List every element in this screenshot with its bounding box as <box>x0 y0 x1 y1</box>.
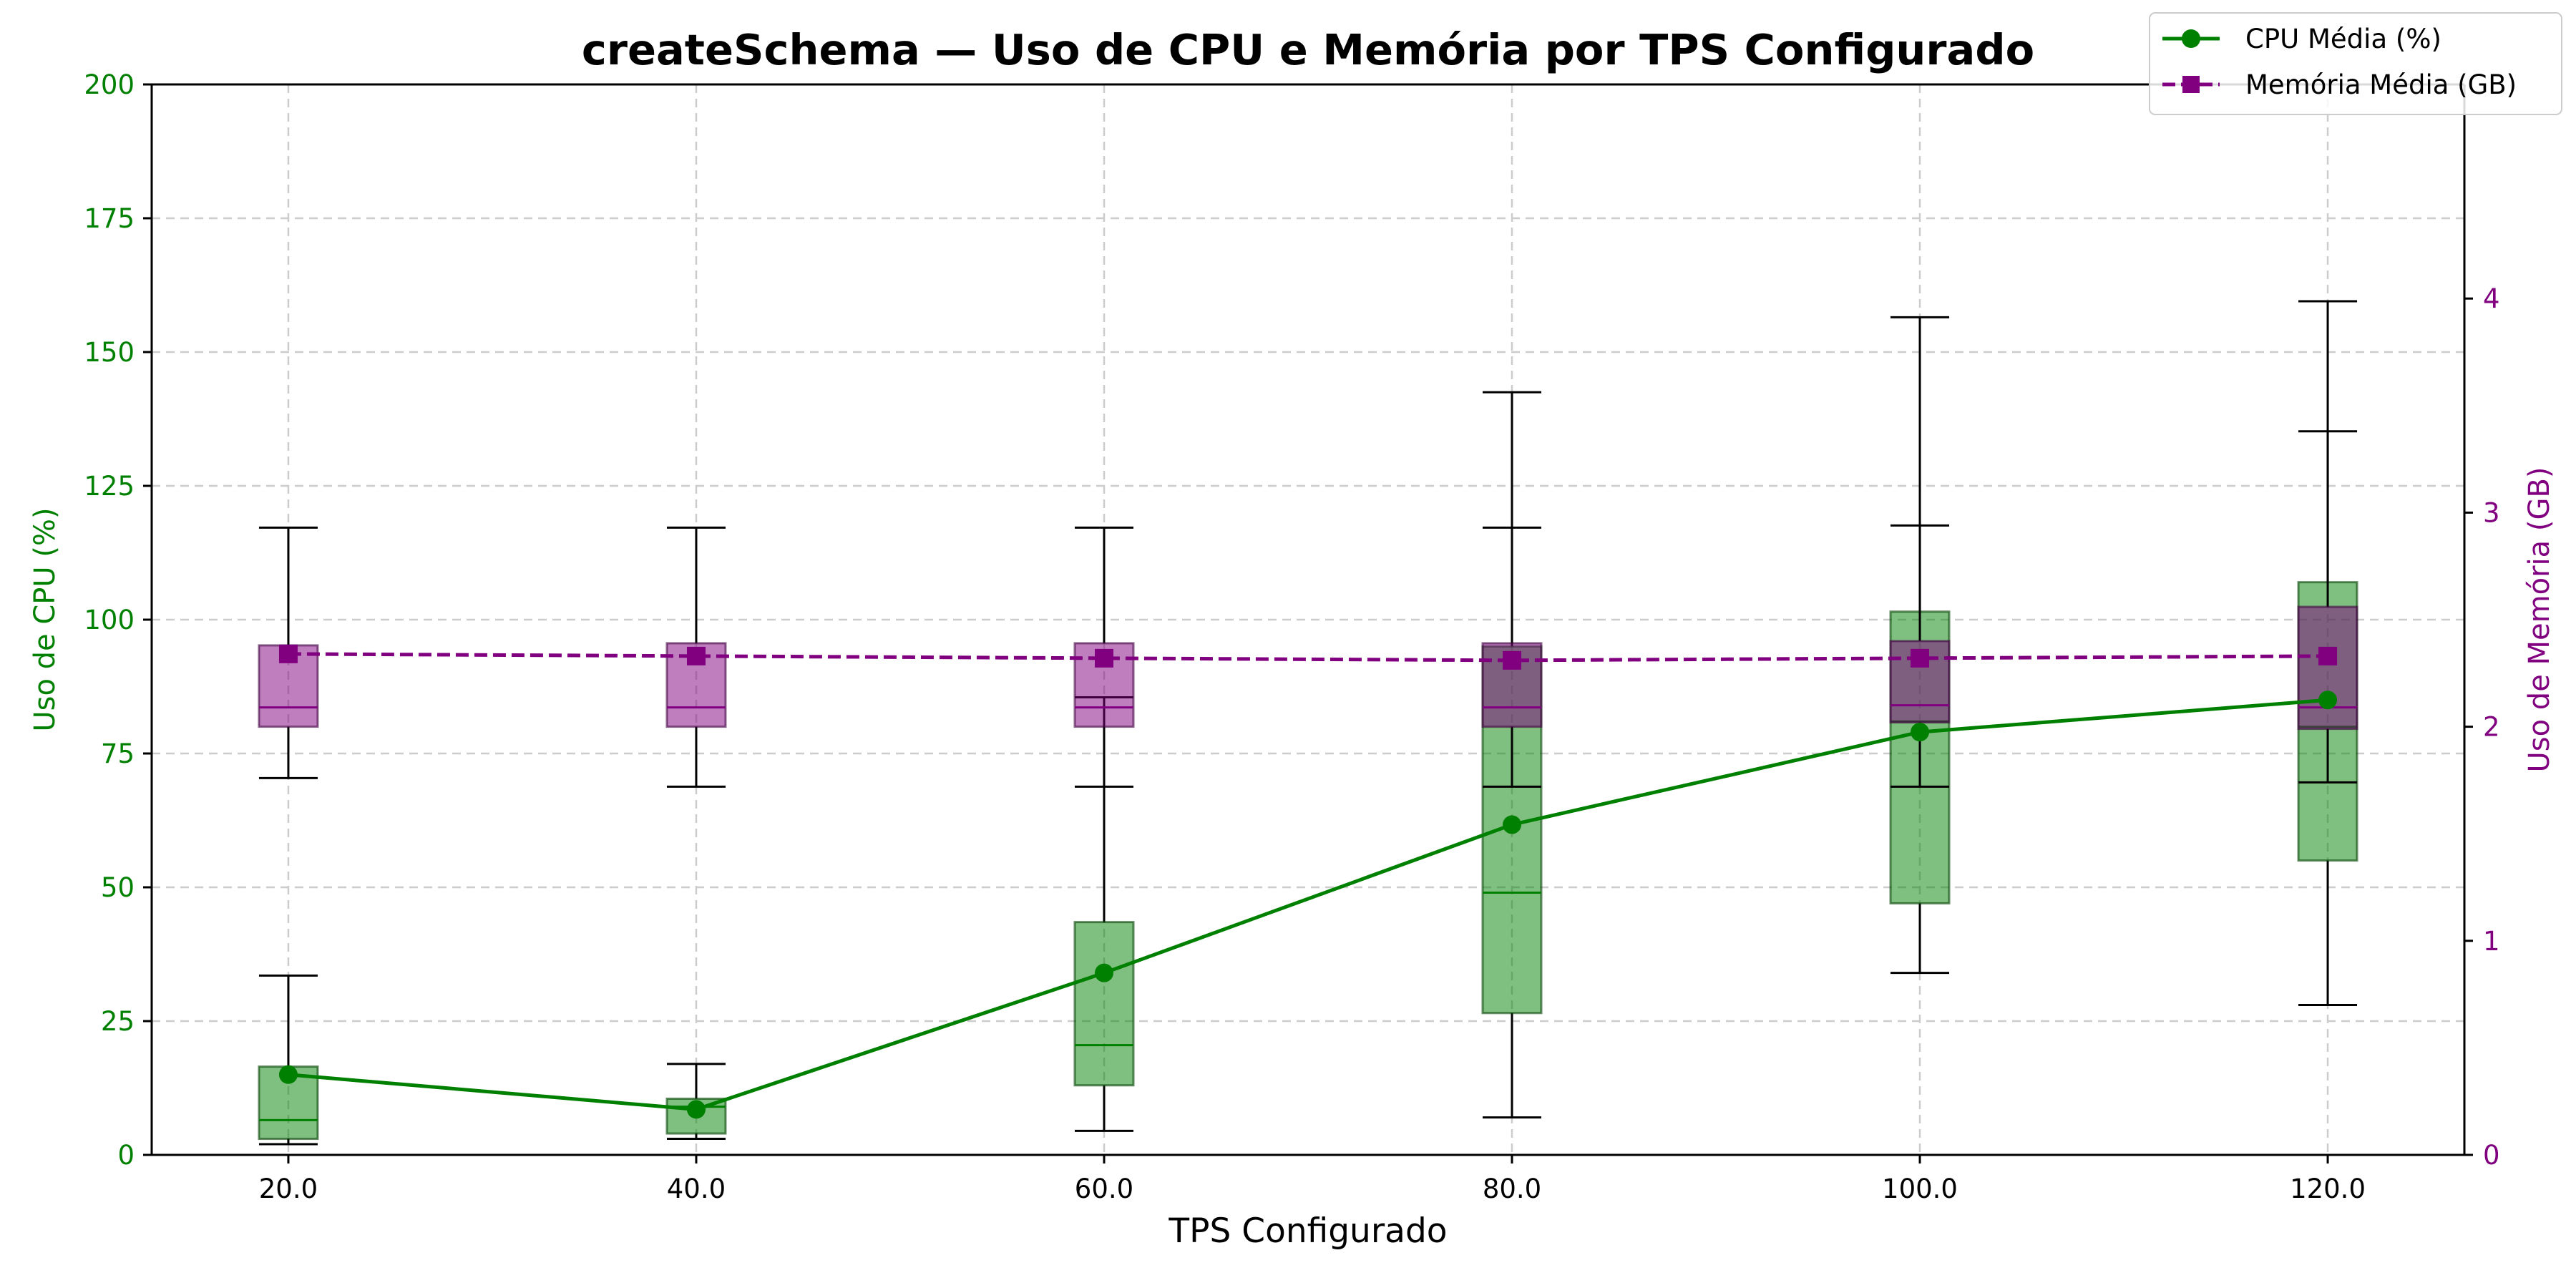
left-tick-label-7: 175 <box>84 203 135 234</box>
right-tick-label-2: 2 <box>2483 712 2500 743</box>
x-tick-label-5: 120.0 <box>2290 1174 2366 1204</box>
cpu-mean-line <box>288 698 2328 1111</box>
x-tick-label-0: 20.0 <box>259 1174 318 1204</box>
right-tick-label-1: 1 <box>2483 926 2500 957</box>
chart-title: createSchema — Uso de CPU e Memória por … <box>582 25 2034 74</box>
left-tick-label-6: 150 <box>84 337 135 368</box>
plot-background <box>152 84 2464 1155</box>
series-lines <box>278 644 2338 1119</box>
memory-mean-line <box>288 652 2328 663</box>
tick-labels: 0 25 50 75 100 125 150 175 200 0 1 2 3 4 20.0 40.0 60.0 8… <box>84 69 2499 1204</box>
left-tick-label-4: 100 <box>84 605 135 635</box>
cpu-mean-point-0 <box>278 1065 298 1084</box>
cpu-mean-point-1 <box>686 1100 706 1119</box>
x-tick-label-2: 60.0 <box>1075 1174 1133 1204</box>
x-tick-label-4: 100.0 <box>1882 1174 1958 1204</box>
left-y-axis-label: Uso de CPU (%) <box>29 507 62 731</box>
memory-mean-point-3 <box>1503 650 1522 670</box>
left-tick-label-1: 25 <box>101 1006 135 1037</box>
left-tick-label-5: 125 <box>84 471 135 502</box>
left-tick-label-0: 0 <box>117 1140 135 1171</box>
right-tick-label-4: 4 <box>2483 283 2500 314</box>
cpu-box-0 <box>258 1065 319 1141</box>
left-tick-label-3: 75 <box>101 738 135 769</box>
legend-memory-marker <box>2182 76 2200 93</box>
legend-memory-label: Memória Média (GB) <box>2245 69 2517 100</box>
cpu-mean-point-2 <box>1094 963 1113 982</box>
memory-mean-point-0 <box>278 644 298 663</box>
cpu-mean-point-3 <box>1503 815 1522 834</box>
legend-cpu-label: CPU Média (%) <box>2245 24 2441 54</box>
memory-mean-point-4 <box>1911 648 1930 668</box>
right-tick-label-3: 3 <box>2483 497 2500 528</box>
legend-cpu-marker <box>2182 29 2200 48</box>
cpu-mean-point-5 <box>2318 691 2338 710</box>
left-tick-label-8: 200 <box>84 69 135 100</box>
memory-box-5 <box>2297 605 2358 731</box>
left-tick-label-2: 50 <box>101 872 135 903</box>
x-tick-label-3: 80.0 <box>1483 1174 1541 1204</box>
x-axis-label: TPS Configurado <box>1168 1211 1447 1251</box>
cpu-box-2 <box>1073 921 1135 1087</box>
memory-mean-point-5 <box>2318 646 2338 665</box>
memory-mean-point-1 <box>686 646 706 665</box>
right-tick-label-0: 0 <box>2483 1140 2500 1171</box>
x-tick-label-1: 40.0 <box>667 1174 726 1204</box>
right-y-axis-label: Uso de Memória (GB) <box>2523 467 2556 772</box>
axes <box>143 83 2473 1163</box>
memory-mean-point-2 <box>1094 648 1113 668</box>
legend-box <box>2149 12 2562 115</box>
legend: CPU Média (%) Memória Média (GB) <box>2149 12 2562 115</box>
cpu-mean-point-4 <box>1911 723 1930 742</box>
